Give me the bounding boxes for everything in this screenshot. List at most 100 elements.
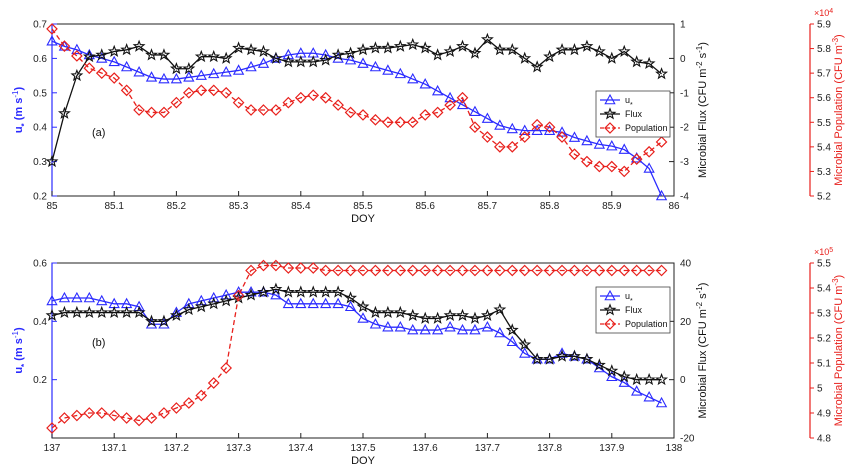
data-point	[58, 40, 71, 51]
x-tick-label: 85.6	[415, 201, 435, 212]
data-point	[655, 189, 668, 201]
x-tick-label: 137.1	[102, 443, 127, 454]
data-point	[270, 104, 282, 116]
data-point	[469, 121, 481, 134]
data-point	[407, 72, 419, 84]
population-tick-label: 5.2	[817, 192, 831, 203]
flux-tick-label: -1	[680, 88, 689, 99]
data-point	[618, 165, 631, 178]
data-point	[643, 264, 655, 277]
flux-tick-label: -4	[680, 192, 689, 203]
data-point	[369, 318, 382, 329]
data-point	[431, 84, 444, 96]
data-point	[294, 55, 308, 68]
data-point	[518, 131, 531, 143]
data-point	[133, 300, 145, 312]
data-point	[357, 109, 369, 121]
data-point	[593, 138, 606, 149]
data-point	[257, 285, 270, 298]
data-point	[270, 288, 282, 300]
data-point	[82, 49, 96, 63]
data-point	[480, 308, 494, 321]
data-point	[444, 99, 456, 111]
data-point	[331, 285, 345, 298]
data-point	[46, 294, 58, 306]
data-point	[46, 23, 58, 35]
data-point	[419, 109, 432, 121]
data-point	[70, 68, 84, 82]
data-point	[295, 297, 307, 309]
x-tick-label: 137.4	[288, 443, 313, 454]
data-point	[581, 134, 593, 146]
data-point	[530, 60, 544, 73]
svg-text:Microbial Population (CFU m-3): Microbial Population (CFU m-3)	[831, 34, 846, 185]
data-point	[381, 41, 395, 54]
series-u	[46, 286, 668, 408]
series-flux	[45, 32, 669, 168]
left-tick-label: 0.2	[33, 192, 47, 203]
data-point	[157, 314, 171, 327]
data-point	[568, 131, 581, 142]
data-point	[406, 264, 419, 277]
data-point	[195, 389, 208, 402]
data-point	[332, 264, 344, 277]
data-point	[145, 412, 158, 424]
data-point	[281, 55, 295, 68]
data-point	[169, 308, 183, 321]
x-tick-label: 85.2	[167, 201, 187, 212]
flux-tick-label: 20	[680, 317, 692, 328]
series-line	[51, 38, 662, 162]
data-point	[568, 349, 581, 362]
series-u	[46, 35, 668, 201]
left-tick-label: 0.6	[33, 54, 47, 65]
data-point	[481, 112, 494, 123]
left-tick-label: 0.5	[33, 88, 47, 99]
x-tick-label: 137.2	[164, 443, 189, 454]
data-point	[257, 57, 270, 68]
data-point	[294, 262, 307, 274]
population-tick-label: 5.4	[817, 142, 831, 153]
data-point	[344, 291, 358, 304]
data-point	[145, 106, 158, 119]
data-point	[393, 305, 407, 319]
data-point	[71, 291, 83, 303]
data-point	[368, 305, 382, 319]
population-tick-label: 5.3	[817, 309, 831, 320]
data-point	[133, 104, 145, 116]
data-point	[319, 91, 332, 104]
data-point	[617, 44, 631, 58]
data-point	[630, 153, 643, 165]
data-point	[182, 397, 195, 409]
x-tick-label: 138	[666, 443, 683, 454]
flux-tick-label: 1	[680, 20, 686, 31]
data-point	[581, 155, 593, 168]
x-tick-label: 86	[668, 201, 680, 212]
data-point	[58, 40, 71, 52]
data-point	[245, 104, 257, 116]
data-point	[655, 136, 668, 148]
panel-a: 85 85.1 85.2 85.3 85.4 85.5 85.6 85.7 85.8 85.9 86…	[11, 8, 846, 226]
data-point	[282, 262, 295, 274]
population-tick-label: 5.1	[817, 359, 831, 370]
population-tick-label: 5.4	[817, 284, 831, 295]
data-point	[505, 43, 519, 56]
data-point	[456, 308, 469, 321]
data-point	[219, 51, 233, 64]
data-point	[169, 61, 183, 75]
data-point	[71, 50, 83, 62]
population-tick-label: 5.2	[817, 334, 831, 345]
data-point	[170, 402, 183, 414]
data-point	[331, 48, 345, 61]
x-tick-label: 85	[46, 201, 58, 212]
data-point	[431, 311, 445, 324]
data-point	[281, 285, 295, 298]
data-point	[530, 352, 544, 365]
data-point	[46, 422, 58, 434]
data-point	[332, 99, 344, 111]
data-point	[592, 358, 606, 371]
data-point	[593, 160, 606, 173]
data-point	[58, 412, 71, 424]
svg-text:u* (m s-1): u* (m s-1)	[11, 87, 29, 134]
data-point	[294, 91, 307, 104]
data-point	[531, 118, 544, 131]
